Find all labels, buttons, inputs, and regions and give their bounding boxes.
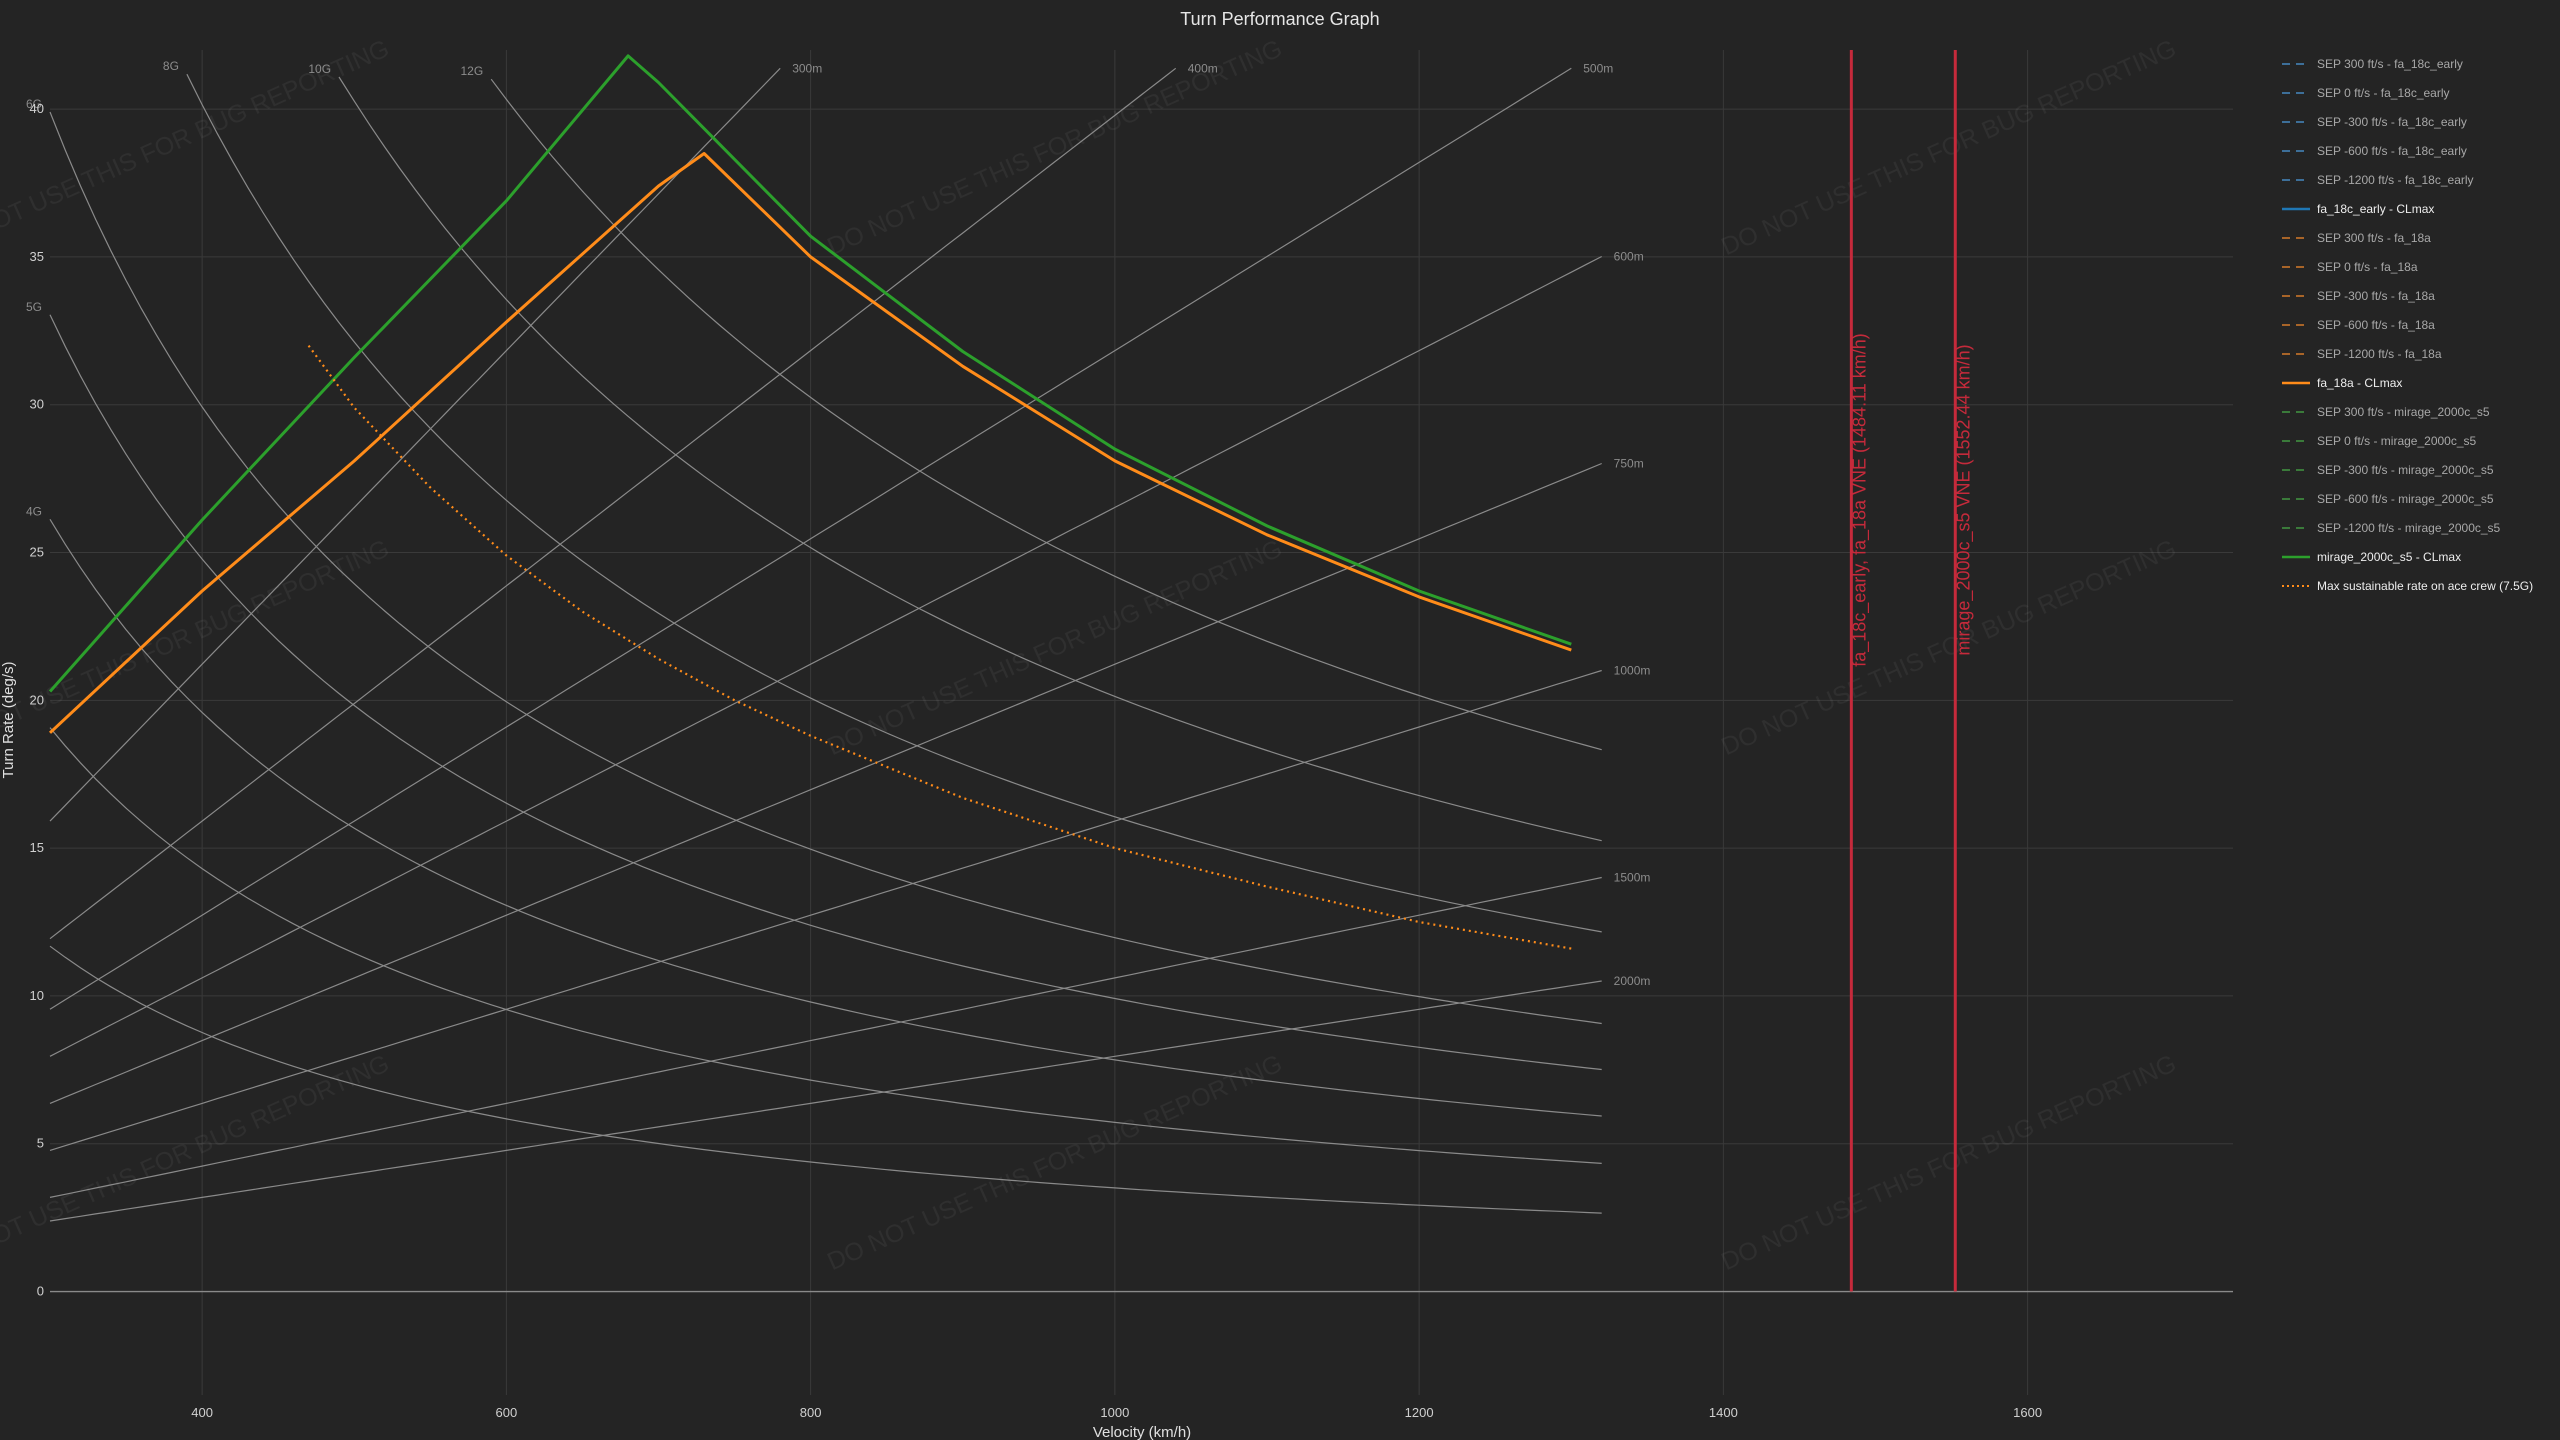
y-tick-label: 35 xyxy=(30,249,44,264)
y-tick-label: 40 xyxy=(30,101,44,116)
legend-entry: mirage_2000c_s5 - CLmax xyxy=(2317,550,2461,564)
x-tick-label: 1000 xyxy=(1100,1405,1129,1420)
x-axis-title: Velocity (km/h) xyxy=(1093,1424,1191,1440)
vne-lines-layer: fa_18c_early, fa_18a VNE (1484.11 km/h) m… xyxy=(1849,50,1974,1292)
axis-layer: 400 600 800 1000 1200 1400 1600 0 5 10 15 20 25 30 35 4… xyxy=(30,101,2043,1420)
y-tick-label: 10 xyxy=(30,988,44,1003)
legend-entry: SEP 0 ft/s - mirage_2000c_s5 xyxy=(2317,434,2477,448)
legend-entry: SEP 300 ft/s - mirage_2000c_s5 xyxy=(2317,405,2490,419)
legend-entry: SEP -300 ft/s - fa_18a xyxy=(2317,289,2435,303)
vne-label: fa_18c_early, fa_18a VNE (1484.11 km/h) xyxy=(1849,333,1870,667)
series-line xyxy=(48,54,1572,693)
series-line xyxy=(48,152,1572,734)
y-tick-label: 0 xyxy=(37,1284,44,1299)
y-tick-label: 30 xyxy=(30,397,44,412)
load-factor-label: 4G xyxy=(26,504,42,518)
legend-entry: SEP -300 ft/s - mirage_2000c_s5 xyxy=(2317,463,2494,477)
turn-radius-label: 1000m xyxy=(1614,664,1651,678)
chart-title: Turn Performance Graph xyxy=(1180,9,1379,29)
load-factor-curve xyxy=(49,727,1602,1164)
legend-entry: SEP -1200 ft/s - mirage_2000c_s5 xyxy=(2317,521,2501,535)
load-factor-label: 5G xyxy=(26,300,42,314)
turn-radius-curve xyxy=(49,67,781,822)
legend-entry: fa_18a - CLmax xyxy=(2317,376,2402,390)
turn-radius-curve xyxy=(49,462,1602,1104)
turn-radius-curve xyxy=(49,876,1602,1198)
legend-entry: SEP -600 ft/s - mirage_2000c_s5 xyxy=(2317,492,2494,506)
turn-radius-label: 1500m xyxy=(1614,871,1651,885)
turn-radius-curve xyxy=(49,980,1602,1222)
legend-entry: fa_18c_early - CLmax xyxy=(2317,202,2434,216)
turn-radius-label: 400m xyxy=(1188,61,1218,75)
grid-layer xyxy=(50,50,2233,1395)
legend-entry: SEP -1200 ft/s - fa_18a xyxy=(2317,347,2442,361)
load-factor-label: 12G xyxy=(460,64,483,78)
legend-entry: SEP -300 ft/s - fa_18c_early xyxy=(2317,115,2467,129)
load-factor-curve xyxy=(186,73,1602,933)
load-factor-label: 8G xyxy=(163,59,179,73)
x-tick-label: 800 xyxy=(800,1405,822,1420)
load-factor-curve xyxy=(338,76,1602,842)
load-factor-label: 6G xyxy=(26,97,42,111)
legend-entry: SEP -1200 ft/s - fa_18c_early xyxy=(2317,173,2474,187)
y-axis-title: Turn Rate (deg/s) xyxy=(0,662,17,779)
legend-entry: SEP 0 ft/s - fa_18a xyxy=(2317,260,2418,274)
x-tick-label: 1200 xyxy=(1405,1405,1434,1420)
legend-entry: SEP -600 ft/s - fa_18c_early xyxy=(2317,144,2467,158)
turn-radius-label: 600m xyxy=(1614,250,1644,264)
load-factor-label: 10G xyxy=(308,62,331,76)
y-tick-label: 5 xyxy=(37,1136,44,1151)
legend-entry: SEP 300 ft/s - fa_18c_early xyxy=(2317,57,2463,71)
load-factor-curve xyxy=(49,518,1602,1117)
x-tick-label: 1400 xyxy=(1709,1405,1738,1420)
turn-radius-curve xyxy=(49,669,1602,1151)
legend: SEP 300 ft/s - fa_18c_early SEP 0 ft/s - … xyxy=(2282,57,2533,593)
y-tick-label: 15 xyxy=(30,840,44,855)
turn-radius-label: 500m xyxy=(1583,61,1613,75)
vne-label: mirage_2000c_s5 VNE (1552.44 km/h) xyxy=(1953,344,1974,655)
load-factor-curve xyxy=(49,945,1602,1214)
y-tick-label: 20 xyxy=(30,692,44,707)
turn-radius-curve xyxy=(49,255,1602,1057)
x-tick-label: 1600 xyxy=(2013,1405,2042,1420)
load-factor-curve xyxy=(49,314,1602,1071)
turn-radius-curve xyxy=(49,67,1177,940)
legend-entry: SEP 300 ft/s - fa_18a xyxy=(2317,231,2431,245)
y-tick-label: 25 xyxy=(30,545,44,560)
series-line xyxy=(307,344,1572,950)
turn-radius-label: 300m xyxy=(792,61,822,75)
x-tick-label: 400 xyxy=(191,1405,213,1420)
legend-entry: SEP 0 ft/s - fa_18c_early xyxy=(2317,86,2450,100)
legend-entry: SEP -600 ft/s - fa_18a xyxy=(2317,318,2435,332)
x-tick-label: 600 xyxy=(496,1405,518,1420)
turn-radius-label: 2000m xyxy=(1614,974,1651,988)
reference-curves-layer: 12G 10G 8G 6G 5G 4G 300m 400m 500m 600m 750m 1000m 1… xyxy=(26,59,1651,1222)
series-layer xyxy=(48,54,1572,950)
turn-radius-curve xyxy=(49,67,1572,1010)
load-factor-curve xyxy=(49,111,1602,1025)
turn-radius-label: 750m xyxy=(1614,457,1644,471)
legend-entry: Max sustainable rate on ace crew (7.5G) xyxy=(2317,579,2533,593)
